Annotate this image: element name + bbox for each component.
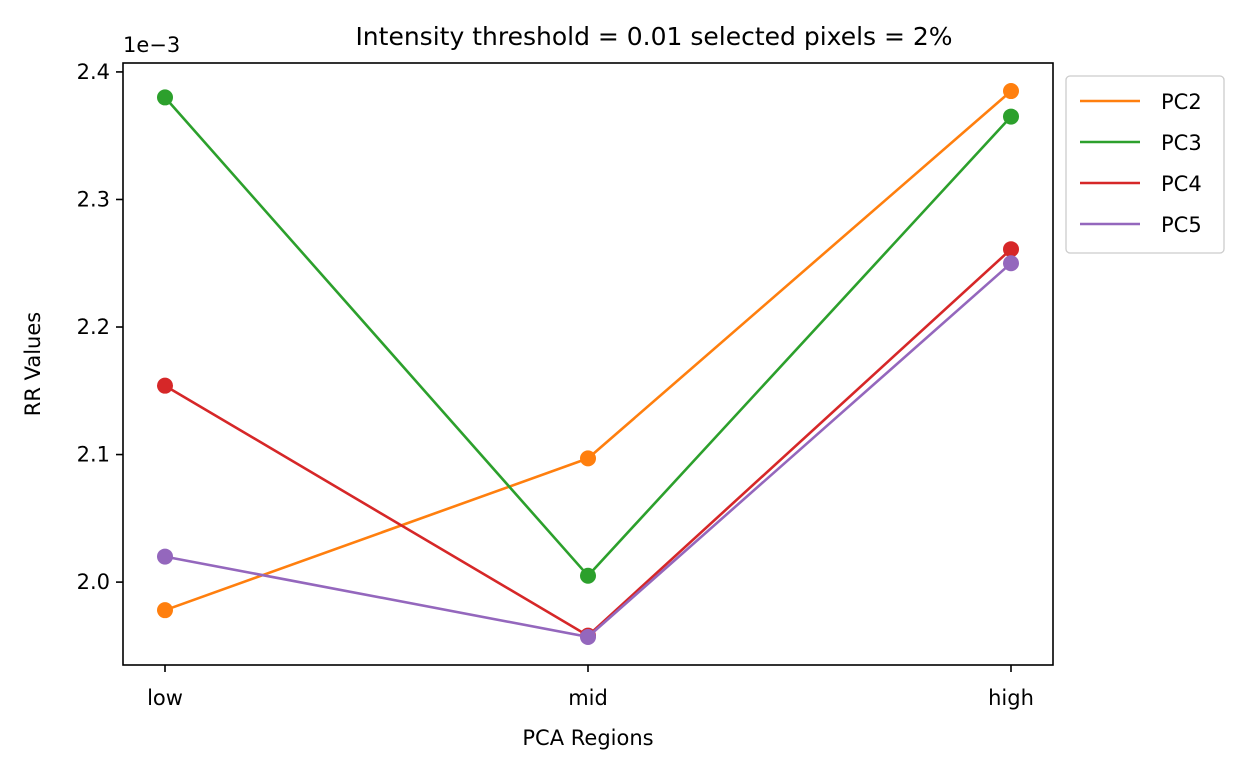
chart-title: Intensity threshold = 0.01 selected pixe… (355, 22, 952, 51)
legend-label-pc4: PC4 (1161, 172, 1202, 196)
y-tick-label: 2.0 (77, 570, 110, 594)
data-point-pc5 (157, 548, 173, 565)
data-point-pc5 (580, 628, 596, 645)
y-axis-label: RR Values (21, 312, 45, 416)
x-axis: low mid high (147, 665, 1034, 710)
series-layer (157, 83, 1019, 645)
data-point-pc4 (157, 377, 173, 394)
data-point-pc2 (1003, 83, 1019, 100)
y-tick-label: 2.4 (77, 60, 110, 84)
y-tick-label: 2.1 (77, 443, 110, 467)
legend-frame (1065, 75, 1225, 254)
legend-label-pc3: PC3 (1161, 131, 1202, 155)
data-point-pc3 (157, 89, 173, 106)
data-point-pc4 (1003, 241, 1019, 258)
x-tick-label: low (147, 686, 183, 710)
y-tick-label: 2.2 (77, 315, 110, 339)
x-tick-label: high (988, 686, 1034, 710)
x-axis-label: PCA Regions (522, 726, 653, 750)
legend-label-pc5: PC5 (1161, 213, 1202, 237)
y-axis: 2.0 2.1 2.2 2.3 2.4 (77, 60, 123, 594)
data-point-pc2 (580, 450, 596, 467)
x-tick-label: mid (568, 686, 608, 710)
y-axis-offset-label: 1e−3 (123, 33, 180, 57)
data-point-pc2 (157, 602, 173, 619)
data-point-pc3 (1003, 108, 1019, 125)
data-point-pc3 (580, 567, 596, 584)
data-point-pc5 (1003, 255, 1019, 272)
y-tick-label: 2.3 (77, 187, 110, 211)
legend: PC2 PC3 PC4 PC5 (1065, 75, 1225, 254)
legend-label-pc2: PC2 (1161, 90, 1202, 114)
